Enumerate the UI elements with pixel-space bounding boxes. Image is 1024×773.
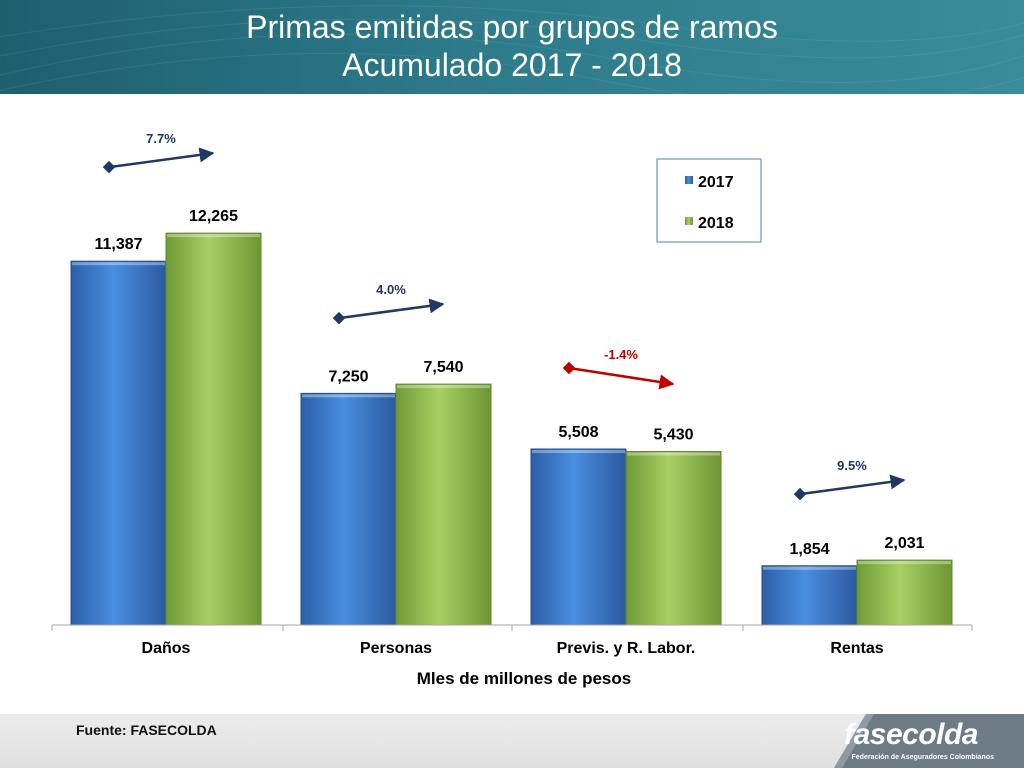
page-title: Primas emitidas por grupos de ramos Acum… <box>0 8 1024 84</box>
bar-highlight-2017-3 <box>763 566 856 570</box>
value-label-2017-0: 11,387 <box>94 236 142 253</box>
value-label-2018-2: 5,430 <box>653 427 693 444</box>
bar-2018-0 <box>165 232 262 626</box>
bar-highlight-2017-0 <box>72 262 165 266</box>
x-axis-title: Mles de millones de pesos <box>417 669 631 688</box>
value-label-2017-3: 1,854 <box>789 541 829 558</box>
logo-tagline: Federación de Aseguradores Colombianos <box>851 754 995 761</box>
logo-background <box>834 714 1024 768</box>
title-line-1: Primas emitidas por grupos de ramos <box>246 9 778 45</box>
fasecolda-logo: fasecolda Federación de Aseguradores Col… <box>794 714 1024 768</box>
x-axis-ticks <box>51 625 973 631</box>
growth-arrow-0 <box>102 147 215 174</box>
growth-arrow-2 <box>562 361 675 390</box>
bar-2018-1 <box>395 383 492 626</box>
bar-highlight-2017-2 <box>532 450 625 454</box>
bar-2017-2 <box>530 448 627 626</box>
x-axis-tick-labels: Daños Personas Previs. y R. Labor. Rentas <box>142 640 884 657</box>
x-tick-label-3: Rentas <box>830 640 883 657</box>
title-line-2: Acumulado 2017 - 2018 <box>342 47 682 83</box>
legend-swatch-2017 <box>685 176 693 184</box>
bar-highlight-2018-3 <box>858 561 951 565</box>
legend-label-2017: 2017 <box>698 174 734 191</box>
value-label-2018-1: 7,540 <box>423 359 463 376</box>
x-tick-label-2: Previs. y R. Labor. <box>557 640 696 657</box>
legend-label-2018: 2018 <box>698 215 734 232</box>
banner-pattern <box>0 5 1024 94</box>
footer-bar: Fuente: FASECOLDA fasecolda Federación d… <box>0 714 1024 768</box>
source-note: Fuente: FASECOLDA <box>76 722 217 738</box>
growth-arrow-3 <box>793 474 906 501</box>
growth-arrow-1 <box>332 298 445 325</box>
growth-label-1: 4.0% <box>376 282 406 297</box>
value-label-2017-1: 7,250 <box>328 368 368 385</box>
bar-2018-2 <box>625 451 722 626</box>
bar-2018-3 <box>856 559 953 626</box>
bar-highlight-2018-2 <box>627 452 720 456</box>
legend-box <box>656 158 762 243</box>
legend-swatch-2018 <box>685 217 693 225</box>
bar-2017-3 <box>761 565 858 626</box>
value-label-2018-0: 12,265 <box>189 208 238 225</box>
bar-highlight-2017-1 <box>302 394 395 398</box>
bar-highlight-2018-0 <box>167 234 260 238</box>
chart-legend: 2017 2018 <box>656 158 762 243</box>
bar-2017-0 <box>70 260 167 626</box>
bar-chart: 11,387 12,265 7,250 7,540 5,508 5,430 1,854 2,0… <box>51 131 973 688</box>
bars-group <box>70 232 953 626</box>
growth-label-0: 7.7% <box>146 131 176 146</box>
x-tick-label-1: Personas <box>360 640 432 657</box>
value-labels-group: 11,387 12,265 7,250 7,540 5,508 5,430 1,854 2,0… <box>94 208 924 558</box>
value-label-2017-2: 5,508 <box>558 424 598 441</box>
logo-wordmark: fasecolda <box>844 718 978 751</box>
value-label-2018-3: 2,031 <box>884 535 924 552</box>
bar-highlight-2018-1 <box>397 385 490 389</box>
title-banner: Primas emitidas por grupos de ramos Acum… <box>0 0 1024 94</box>
growth-label-2: -1.4% <box>604 347 638 362</box>
bar-2017-1 <box>300 392 397 626</box>
x-tick-label-0: Daños <box>142 640 191 657</box>
growth-annotations-group: 7.7% 4.0% -1.4% 9.5% <box>102 131 906 501</box>
growth-label-3: 9.5% <box>837 458 867 473</box>
